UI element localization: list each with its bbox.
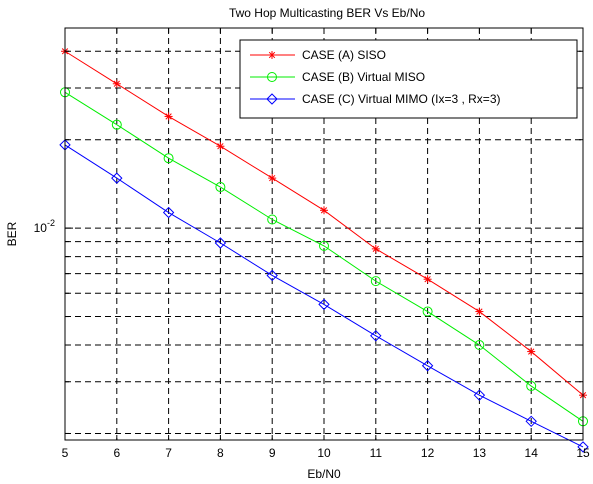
diamond-marker: [577, 441, 589, 453]
marker-stroke: [528, 348, 535, 355]
marker-stroke: [217, 143, 224, 150]
circle-marker: [267, 214, 278, 225]
circle-marker: [267, 72, 277, 82]
asterisk-marker: [216, 142, 225, 151]
x-tick-label: 12: [421, 446, 435, 460]
circle-marker: [370, 276, 381, 287]
legend-entry: CASE (A) SISO: [250, 48, 386, 62]
circle-marker: [526, 381, 537, 392]
axis-ticks: 5 6 7 8 9 10 11 12 13 14 15 10-2: [34, 28, 590, 460]
x-tick-label: 8: [217, 446, 224, 460]
asterisk-marker: [320, 206, 328, 215]
x-tick-label: 13: [473, 446, 487, 460]
legend-label: CASE (C) Virtual MIMO (Ix=3 , Rx=3): [302, 92, 501, 106]
legend-entry: CASE (C) Virtual MIMO (Ix=3 , Rx=3): [250, 92, 501, 106]
asterisk-marker: [268, 51, 276, 59]
legend-label: CASE (B) Virtual MISO: [302, 70, 425, 84]
diamond-marker: [370, 330, 382, 342]
legend-entry: CASE (B) Virtual MISO: [250, 70, 425, 84]
series-3: [59, 139, 589, 453]
circle-marker: [474, 340, 485, 351]
x-tick-label: 14: [525, 446, 539, 460]
x-tick-label: 10: [317, 446, 331, 460]
marker-stroke: [476, 308, 483, 315]
asterisk-marker: [527, 347, 536, 356]
y-tick-label: 10-2: [34, 218, 55, 235]
diamond-marker: [473, 389, 486, 401]
x-axis-label: Eb/N0: [307, 467, 341, 481]
chart-title: Two Hop Multicasting BER Vs Eb/No: [229, 6, 425, 20]
circle-marker: [111, 119, 122, 130]
asterisk-marker: [164, 112, 173, 121]
asterisk-marker: [475, 307, 484, 316]
diamond-marker: [214, 237, 227, 249]
x-tick-label: 15: [576, 446, 590, 460]
marker-stroke: [424, 276, 431, 283]
diamond-marker: [525, 415, 537, 428]
circle-marker: [422, 306, 433, 317]
marker-stroke: [269, 174, 276, 182]
diamond-marker: [318, 298, 330, 311]
legend-label: CASE (A) SISO: [302, 48, 386, 62]
diamond-marker: [266, 269, 278, 282]
x-tick-label: 7: [165, 446, 172, 460]
diamond-marker: [111, 172, 123, 184]
marker-stroke: [320, 207, 328, 214]
legend: CASE (A) SISO CASE (B) Virtual MISO CASE (…: [239, 39, 578, 119]
legend-box: [239, 39, 578, 119]
marker-stroke: [113, 80, 120, 87]
diamond-marker: [266, 93, 278, 105]
y-axis-label: BER: [5, 221, 19, 246]
circle-marker: [163, 153, 174, 164]
asterisk-marker: [268, 174, 277, 183]
series-line: [64, 144, 584, 448]
x-tick-label: 11: [370, 446, 383, 460]
marker-stroke: [165, 113, 172, 120]
asterisk-marker: [112, 79, 121, 88]
circle-marker: [215, 182, 226, 193]
diamond-marker: [162, 206, 175, 219]
series-1: [61, 47, 587, 400]
asterisk-marker: [371, 244, 380, 253]
circle-marker: [319, 240, 329, 251]
asterisk-marker: [423, 275, 432, 284]
marker-stroke: [268, 51, 276, 59]
marker-stroke: [372, 245, 379, 253]
x-tick-label: 5: [62, 446, 69, 460]
series-line: [64, 91, 584, 422]
x-tick-label: 9: [269, 446, 276, 460]
x-tick-label: 6: [113, 446, 120, 460]
diamond-marker: [421, 360, 434, 372]
